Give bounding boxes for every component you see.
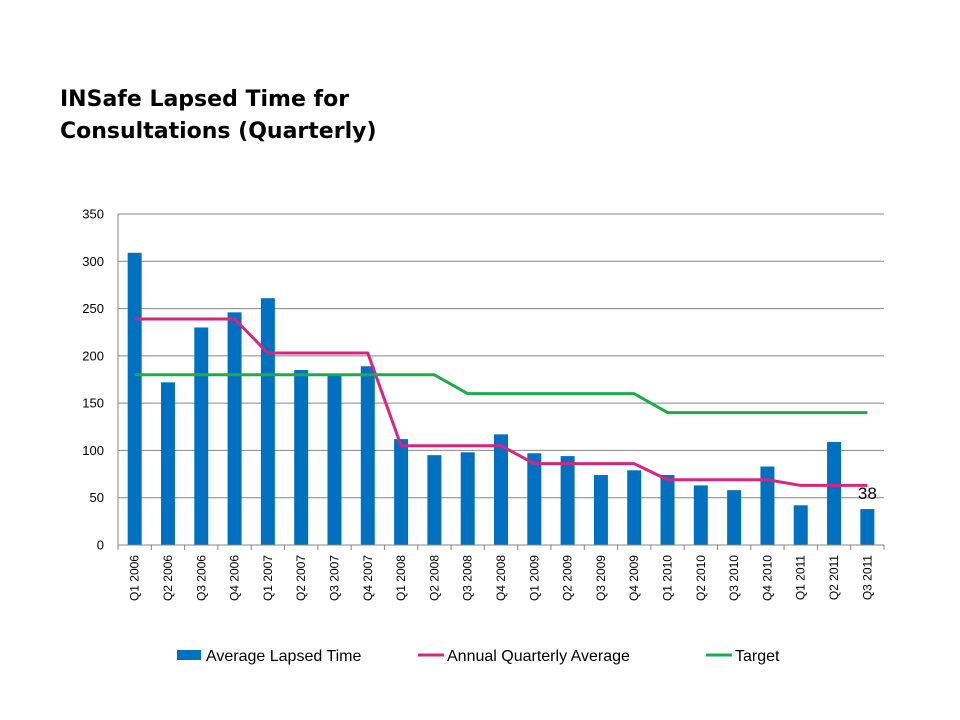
bar-q3-2009 [593, 475, 608, 545]
x-tick-label: Q2 2008 [427, 555, 441, 601]
x-tick-label: Q2 2011 [827, 555, 841, 600]
x-tick-label: Q2 2006 [161, 555, 175, 601]
data-label: 38 [858, 484, 877, 503]
bar-q3-2006 [194, 327, 209, 545]
x-tick-label: Q1 2009 [527, 555, 541, 601]
x-tick-label: Q4 2006 [228, 555, 242, 601]
line-series [134, 317, 868, 487]
legend-label-target: Target [735, 648, 780, 665]
bar-q4-2006 [227, 312, 242, 545]
legend-label-annual-quarterly-average: Annual Quarterly Average [447, 648, 630, 665]
x-tick-label: Q4 2009 [627, 555, 641, 601]
bar-q1-2010 [660, 475, 675, 545]
y-tick-label: 300 [82, 254, 104, 269]
x-tick-label: Q3 2011 [860, 555, 874, 600]
bar-q1-2006 [127, 252, 142, 545]
legend: Average Lapsed Time Annual Quarterly Aver… [177, 648, 780, 665]
y-tick-label: 200 [82, 348, 104, 363]
line-target [134, 373, 868, 415]
x-tick-label: Q1 2006 [128, 555, 142, 601]
bar-q2-2006 [160, 382, 175, 545]
bar-q1-2011 [793, 505, 808, 545]
bar-q4-2009 [627, 470, 642, 545]
x-tick-label: Q4 2010 [760, 555, 774, 601]
y-tick-label: 0 [97, 538, 104, 553]
x-tick-label: Q2 2007 [294, 555, 308, 601]
axes: 0 50 100 150 200 250 300 350 Q1 2006 Q2 2006 Q3 20… [82, 207, 885, 601]
chart-title: INSafe Lapsed Time for Consultations (Qu… [60, 87, 377, 144]
bar-q1-2007 [260, 298, 275, 545]
x-tick-label: Q1 2011 [794, 555, 808, 600]
bar-q3-2010 [727, 490, 742, 545]
y-tick-label: 350 [82, 207, 104, 222]
bar-q1-2009 [527, 453, 542, 545]
x-tick-label: Q3 2009 [594, 555, 608, 601]
y-tick-label: 50 [90, 490, 104, 505]
bar-q3-2007 [327, 373, 342, 545]
x-tick-label: Q2 2009 [561, 555, 575, 601]
bar-q2-2011 [827, 441, 842, 545]
y-tick-label: 100 [82, 443, 104, 458]
bar-q4-2007 [360, 366, 375, 545]
x-tick-label: Q1 2008 [394, 555, 408, 601]
bar-q2-2009 [560, 456, 575, 545]
line-annual-quarterly-average [134, 317, 868, 487]
legend-swatch-average-lapsed-time [177, 650, 201, 660]
x-tick-label: Q4 2007 [361, 555, 375, 601]
data-labels: 38 [858, 484, 877, 503]
bar-q3-2008 [460, 452, 475, 545]
y-tick-label: 150 [82, 396, 104, 411]
legend-label-average-lapsed-time: Average Lapsed Time [206, 648, 361, 665]
x-tick-label: Q3 2006 [194, 555, 208, 601]
bar-series-average-lapsed-time [127, 252, 875, 545]
bar-q2-2008 [427, 455, 442, 545]
gridlines [118, 213, 884, 499]
x-tick-label: Q1 2007 [261, 555, 275, 601]
bar-q4-2010 [760, 466, 775, 545]
x-tick-label: Q3 2007 [327, 555, 341, 601]
bar-q4-2008 [494, 434, 508, 545]
bar-q1-2008 [394, 439, 409, 545]
y-tick-label: 250 [82, 301, 104, 316]
bar-q2-2007 [294, 370, 309, 545]
x-tick-label: Q1 2010 [661, 555, 675, 601]
x-tick-label: Q3 2010 [727, 555, 741, 601]
x-tick-label: Q2 2010 [694, 555, 708, 601]
x-tick-label: Q4 2008 [494, 555, 508, 601]
bar-q2-2010 [693, 485, 708, 545]
bar-q3-2011 [860, 509, 875, 545]
x-tick-label: Q3 2008 [461, 555, 475, 601]
